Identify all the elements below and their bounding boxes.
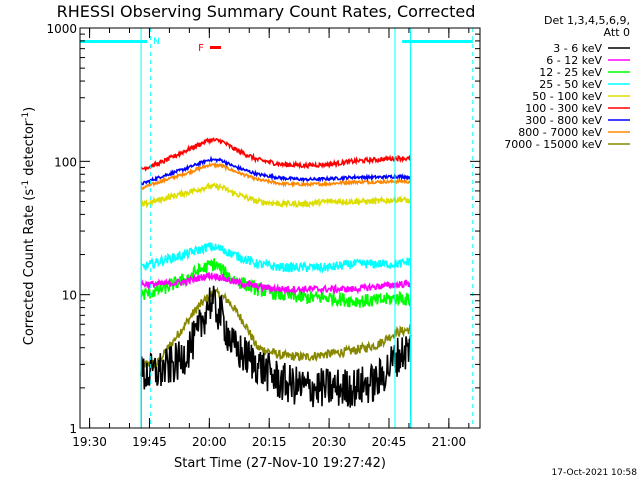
x-tick-label-2: 20:00 bbox=[192, 435, 227, 449]
legend-header-0: Det 1,3,4,5,6,9, bbox=[544, 14, 630, 27]
series-line-6 bbox=[140, 155, 412, 186]
y-label-sup-2: -1 bbox=[21, 112, 31, 121]
y-tick-label-2: 10 bbox=[62, 289, 77, 303]
series-line-7 bbox=[140, 161, 411, 191]
x-tick-label-1: 19:45 bbox=[132, 435, 167, 449]
series-line-3 bbox=[140, 242, 412, 274]
y-tick-label-3: 1 bbox=[69, 422, 77, 436]
x-tick-label-3: 20:15 bbox=[252, 435, 287, 449]
y-axis-label: Corrected Count Rate (s-1 detector-1) bbox=[21, 107, 37, 345]
legend-label-4: 50 - 100 keV bbox=[532, 90, 602, 103]
legend-label-6: 300 - 800 keV bbox=[525, 114, 602, 127]
y-label-part-3: ) bbox=[22, 107, 37, 112]
attenuator-bar-0 bbox=[80, 40, 148, 43]
series-line-4 bbox=[140, 182, 412, 209]
x-tick-label-6: 21:00 bbox=[432, 435, 467, 449]
legend-label-8: 7000 - 15000 keV bbox=[504, 138, 602, 151]
legend-label-2: 12 - 25 keV bbox=[539, 66, 602, 79]
legend-header-1: Att 0 bbox=[604, 26, 630, 39]
flare-flag-bar bbox=[209, 46, 221, 49]
legend-label-1: 6 - 12 keV bbox=[546, 54, 602, 67]
legend-label-7: 800 - 7000 keV bbox=[518, 126, 602, 139]
attenuator-bar-1 bbox=[402, 40, 473, 43]
legend-label-0: 3 - 6 keV bbox=[553, 42, 602, 55]
x-axis-label: Start Time (27-Nov-10 19:27:42) bbox=[174, 456, 386, 471]
series-line-0 bbox=[140, 285, 412, 408]
x-tick-label-4: 20:30 bbox=[312, 435, 347, 449]
x-tick-label-5: 20:45 bbox=[372, 435, 407, 449]
y-tick-label-0: 1000 bbox=[46, 22, 77, 36]
series-line-8 bbox=[140, 286, 412, 369]
legend-label-3: 25 - 50 keV bbox=[539, 78, 602, 91]
y-tick-label-1: 100 bbox=[54, 155, 77, 169]
attenuator-label-0: N bbox=[153, 37, 160, 47]
plot-frame bbox=[79, 27, 481, 429]
x-tick-label-0: 19:30 bbox=[72, 435, 107, 449]
series-line-5 bbox=[140, 136, 412, 172]
footer-date: 17-Oct-2021 10:58 bbox=[552, 468, 638, 478]
chart-title: RHESSI Observing Summary Count Rates, Co… bbox=[57, 2, 476, 21]
series-line-1 bbox=[140, 272, 411, 296]
axis-layer: 1000 100 10 119:30 19:45 20:00 20:15 20:30 20:45… bbox=[46, 22, 481, 449]
y-label-part-2: detector bbox=[22, 120, 37, 180]
y-label-sup-1: -1 bbox=[21, 180, 31, 189]
flare-flag-label: F bbox=[198, 43, 204, 54]
legend-label-5: 100 - 300 keV bbox=[525, 102, 602, 115]
y-label-part-1: Corrected Count Rate (s bbox=[22, 189, 37, 346]
